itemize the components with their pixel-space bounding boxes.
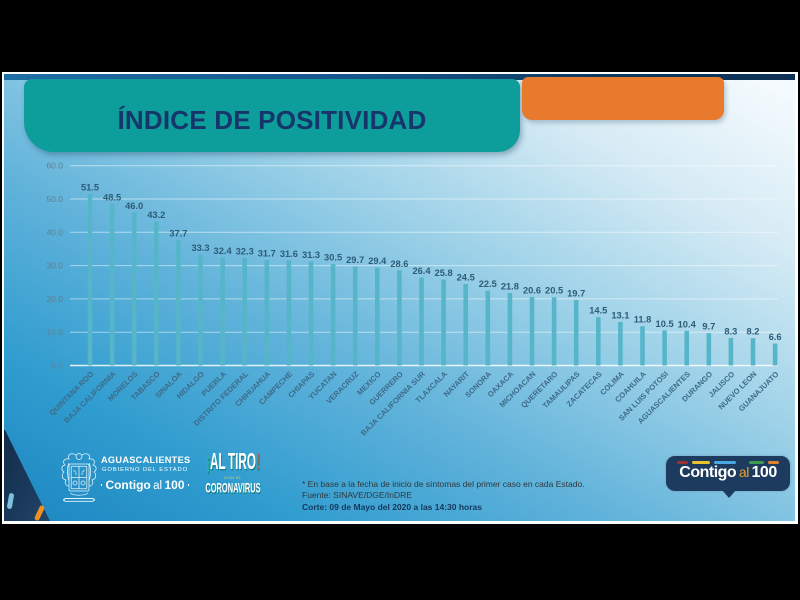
svg-text:43.2: 43.2: [147, 210, 165, 220]
svg-text:10.4: 10.4: [678, 319, 697, 329]
svg-text:28.6: 28.6: [390, 259, 408, 269]
svg-text:13.1: 13.1: [611, 310, 629, 320]
svg-text:31.6: 31.6: [280, 249, 298, 259]
svg-text:31.7: 31.7: [258, 248, 276, 258]
svg-text:37.7: 37.7: [169, 229, 187, 239]
svg-text:30.0: 30.0: [46, 261, 63, 271]
svg-text:26.4: 26.4: [412, 266, 431, 276]
svg-text:25.8: 25.8: [435, 268, 453, 278]
svg-text:9.7: 9.7: [702, 322, 715, 332]
svg-text:29.7: 29.7: [346, 255, 364, 265]
svg-text:40.0: 40.0: [46, 227, 63, 237]
svg-text:11.8: 11.8: [634, 315, 652, 325]
svg-text:33.3: 33.3: [191, 243, 209, 253]
svg-text:21.8: 21.8: [501, 281, 519, 291]
svg-text:6.6: 6.6: [769, 332, 782, 342]
svg-text:20.6: 20.6: [523, 285, 541, 295]
svg-text:48.5: 48.5: [103, 193, 121, 203]
svg-text:10.5: 10.5: [656, 319, 674, 329]
svg-text:8.3: 8.3: [724, 326, 737, 336]
svg-text:32.4: 32.4: [214, 246, 233, 256]
svg-text:8.2: 8.2: [747, 327, 760, 337]
svg-text:20.5: 20.5: [545, 286, 563, 296]
svg-text:51.5: 51.5: [81, 183, 99, 193]
svg-text:24.5: 24.5: [457, 272, 475, 282]
svg-text:30.5: 30.5: [324, 252, 342, 262]
svg-text:GUANAJUATO: GUANAJUATO: [737, 369, 781, 413]
svg-text:32.3: 32.3: [236, 246, 254, 256]
svg-text:31.3: 31.3: [302, 250, 320, 260]
svg-text:0.0: 0.0: [51, 361, 63, 371]
svg-text:29.4: 29.4: [368, 256, 387, 266]
svg-text:46.0: 46.0: [125, 201, 143, 211]
svg-text:50.0: 50.0: [46, 194, 63, 204]
svg-text:10.0: 10.0: [46, 327, 63, 337]
svg-text:20.0: 20.0: [46, 294, 63, 304]
svg-text:60.0: 60.0: [46, 161, 63, 171]
svg-text:22.5: 22.5: [479, 279, 497, 289]
svg-text:19.7: 19.7: [567, 288, 585, 298]
svg-text:14.5: 14.5: [589, 306, 607, 316]
